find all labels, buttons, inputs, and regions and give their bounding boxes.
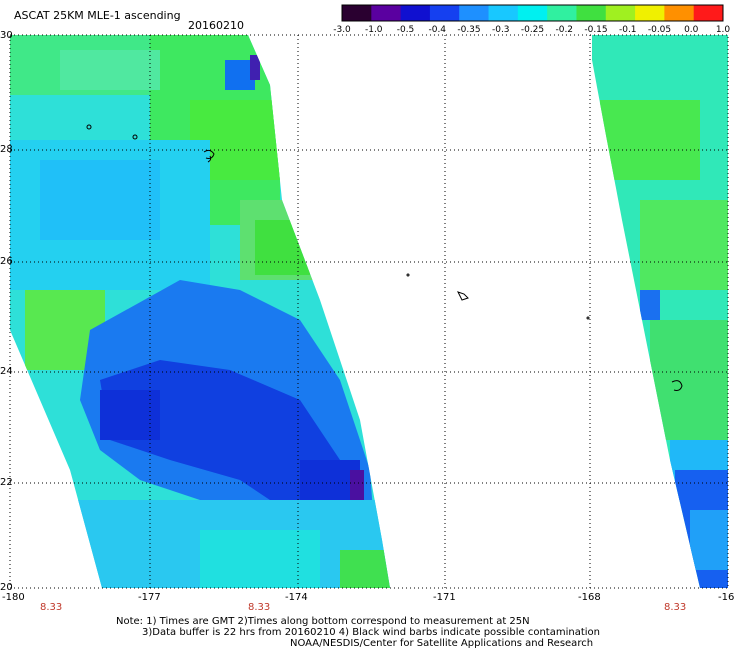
lon-label: -171 — [433, 592, 456, 603]
colorbar-tick-label: 1.0 — [715, 25, 731, 35]
colorbar-segment — [693, 5, 724, 21]
colorbar-tick-label: -0.1 — [618, 25, 637, 35]
time-label: 8.33 — [248, 602, 271, 613]
colorbar-segment — [605, 5, 636, 21]
colorbar-segment — [664, 5, 695, 21]
colorbar-tick-label: -0.2 — [555, 25, 574, 35]
colorbar-tick-label: -0.3 — [491, 25, 510, 35]
lon-label: -177 — [138, 592, 161, 603]
colorbar-tick-label: -0.35 — [457, 25, 481, 35]
right-swath — [592, 35, 728, 588]
lon-label: -16 — [718, 592, 735, 603]
lat-label: 30 — [0, 30, 13, 41]
time-label: 8.33 — [40, 602, 63, 613]
colorbar-tick-label: -0.05 — [647, 25, 672, 35]
time-label: 8.33 — [664, 602, 687, 613]
colorbar-border — [341, 4, 724, 22]
left-swath — [10, 35, 390, 588]
lat-label: 20 — [0, 582, 13, 593]
note-line-3: NOAA/NESDIS/Center for Satellite Applica… — [290, 638, 594, 649]
lon-label: -174 — [285, 592, 308, 603]
colorbar-tick-label: 0.0 — [684, 25, 699, 35]
colorbar-tick-label: -3.0 — [333, 25, 351, 35]
colorbar-segment — [488, 5, 519, 21]
lon-label: -180 — [2, 592, 25, 603]
colorbar — [341, 4, 724, 22]
colorbar-tick-label: -1.0 — [364, 25, 383, 35]
coastlines — [86, 124, 683, 391]
lat-label: 28 — [0, 144, 13, 155]
colorbar-tick-label: -0.25 — [520, 25, 545, 35]
colorbar-segment — [635, 5, 665, 21]
colorbar-tick-label: -0.4 — [428, 25, 447, 35]
map-title: ASCAT 25KM MLE-1 ascending — [14, 9, 181, 22]
colorbar-segment — [459, 5, 490, 21]
note-line-2: 3)Data buffer is 22 hrs from 20160210 4)… — [142, 627, 600, 638]
lat-label: 22 — [0, 477, 13, 488]
colorbar-segment — [342, 5, 372, 21]
colorbar-segment — [429, 5, 460, 21]
colorbar-tick-label: -0.5 — [396, 25, 415, 35]
colorbar-tick-label: -0.15 — [584, 25, 608, 35]
colorbar-segment — [400, 5, 431, 21]
colorbar-segment — [547, 5, 577, 21]
lon-label: -168 — [578, 592, 601, 603]
colorbar-segment — [576, 5, 607, 21]
lat-label: 26 — [0, 256, 13, 267]
colorbar-segment — [371, 5, 402, 21]
graticule — [10, 35, 728, 588]
note-line-1: Note: 1) Times are GMT 2)Times along bot… — [116, 616, 530, 627]
map-date: 20160210 — [188, 19, 244, 32]
lat-label: 24 — [0, 366, 13, 377]
colorbar-segment — [517, 5, 548, 21]
